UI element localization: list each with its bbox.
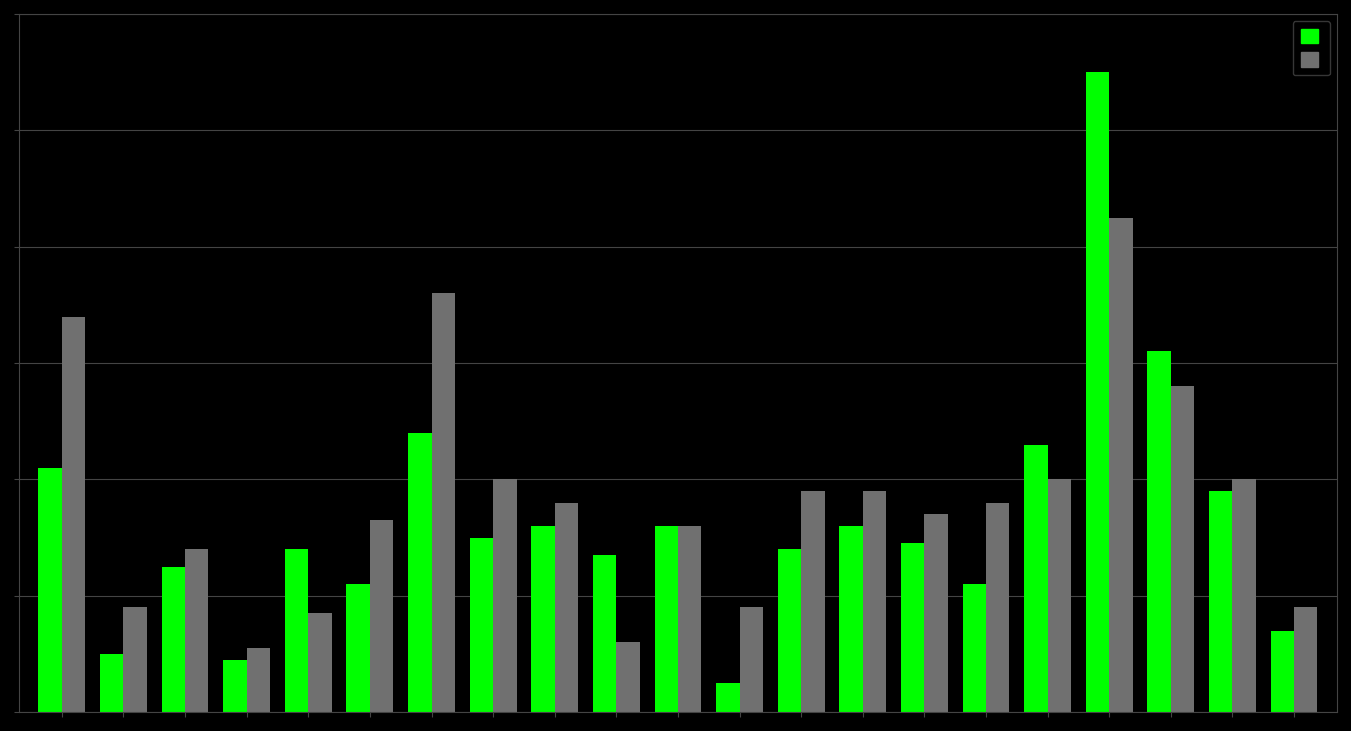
Bar (123, 607, 147, 712)
Bar (924, 515, 948, 712)
Bar (38, 468, 62, 712)
Bar (678, 526, 701, 712)
Bar (308, 613, 332, 712)
Bar (285, 549, 308, 712)
Bar (1270, 631, 1294, 712)
Bar (962, 584, 986, 712)
Bar (431, 293, 455, 712)
Bar (370, 520, 393, 712)
Bar (1232, 480, 1256, 712)
Bar (716, 683, 739, 712)
Bar (1024, 444, 1047, 712)
Bar (863, 491, 886, 712)
Bar (1147, 352, 1171, 712)
Bar (247, 648, 270, 712)
Bar (493, 480, 516, 712)
Bar (346, 584, 370, 712)
Bar (801, 491, 824, 712)
Bar (1047, 480, 1071, 712)
Bar (839, 526, 863, 712)
Bar (555, 503, 578, 712)
Bar (986, 503, 1009, 712)
Bar (593, 555, 616, 712)
Bar (1086, 72, 1109, 712)
Bar (223, 660, 247, 712)
Bar (1171, 387, 1194, 712)
Bar (739, 607, 763, 712)
Bar (1294, 607, 1317, 712)
Bar (408, 433, 431, 712)
Bar (1209, 491, 1232, 712)
Bar (654, 526, 678, 712)
Bar (100, 654, 123, 712)
Legend: , : , (1293, 20, 1331, 75)
Bar (162, 567, 185, 712)
Bar (185, 549, 208, 712)
Bar (470, 538, 493, 712)
Bar (1109, 218, 1132, 712)
Bar (901, 543, 924, 712)
Bar (616, 643, 640, 712)
Bar (531, 526, 555, 712)
Bar (778, 549, 801, 712)
Bar (62, 317, 85, 712)
